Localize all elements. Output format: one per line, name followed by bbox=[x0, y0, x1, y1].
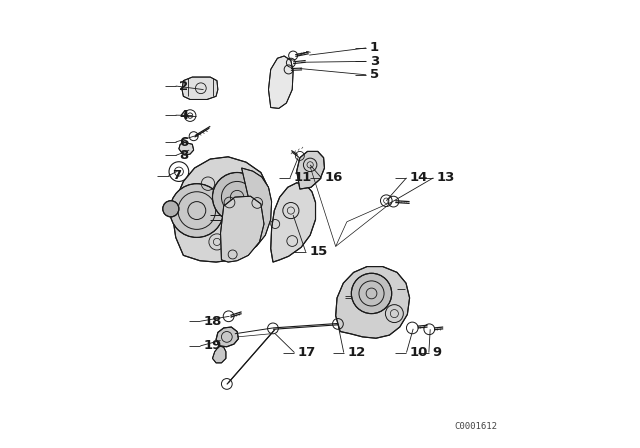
Polygon shape bbox=[216, 327, 239, 347]
Polygon shape bbox=[269, 56, 293, 108]
Polygon shape bbox=[212, 346, 226, 363]
Text: 4: 4 bbox=[179, 108, 189, 122]
Polygon shape bbox=[335, 267, 410, 338]
Text: 5: 5 bbox=[370, 68, 379, 82]
Text: 16: 16 bbox=[325, 171, 343, 185]
Text: C0001612: C0001612 bbox=[454, 422, 497, 431]
Text: 14: 14 bbox=[410, 171, 428, 185]
Circle shape bbox=[163, 201, 179, 217]
Text: 2: 2 bbox=[179, 79, 188, 93]
Text: 7: 7 bbox=[172, 169, 181, 182]
Circle shape bbox=[170, 184, 223, 237]
Text: 19: 19 bbox=[204, 339, 222, 353]
Polygon shape bbox=[221, 196, 264, 262]
Text: 18: 18 bbox=[204, 314, 222, 328]
Polygon shape bbox=[271, 183, 316, 262]
Text: 3: 3 bbox=[370, 55, 379, 68]
Text: 9: 9 bbox=[433, 346, 442, 359]
Polygon shape bbox=[182, 77, 218, 99]
Text: 6: 6 bbox=[179, 135, 189, 149]
Polygon shape bbox=[241, 168, 271, 251]
Text: 11: 11 bbox=[294, 171, 312, 185]
Polygon shape bbox=[297, 151, 324, 189]
Text: 17: 17 bbox=[298, 346, 316, 359]
Text: 10: 10 bbox=[410, 346, 428, 359]
Text: 15: 15 bbox=[309, 245, 328, 258]
Polygon shape bbox=[173, 157, 271, 262]
Text: 12: 12 bbox=[348, 346, 365, 359]
Circle shape bbox=[351, 273, 392, 314]
Polygon shape bbox=[179, 142, 194, 155]
Circle shape bbox=[212, 172, 262, 222]
Text: 13: 13 bbox=[437, 171, 455, 185]
Text: 1: 1 bbox=[370, 41, 379, 55]
Text: 8: 8 bbox=[179, 149, 189, 162]
